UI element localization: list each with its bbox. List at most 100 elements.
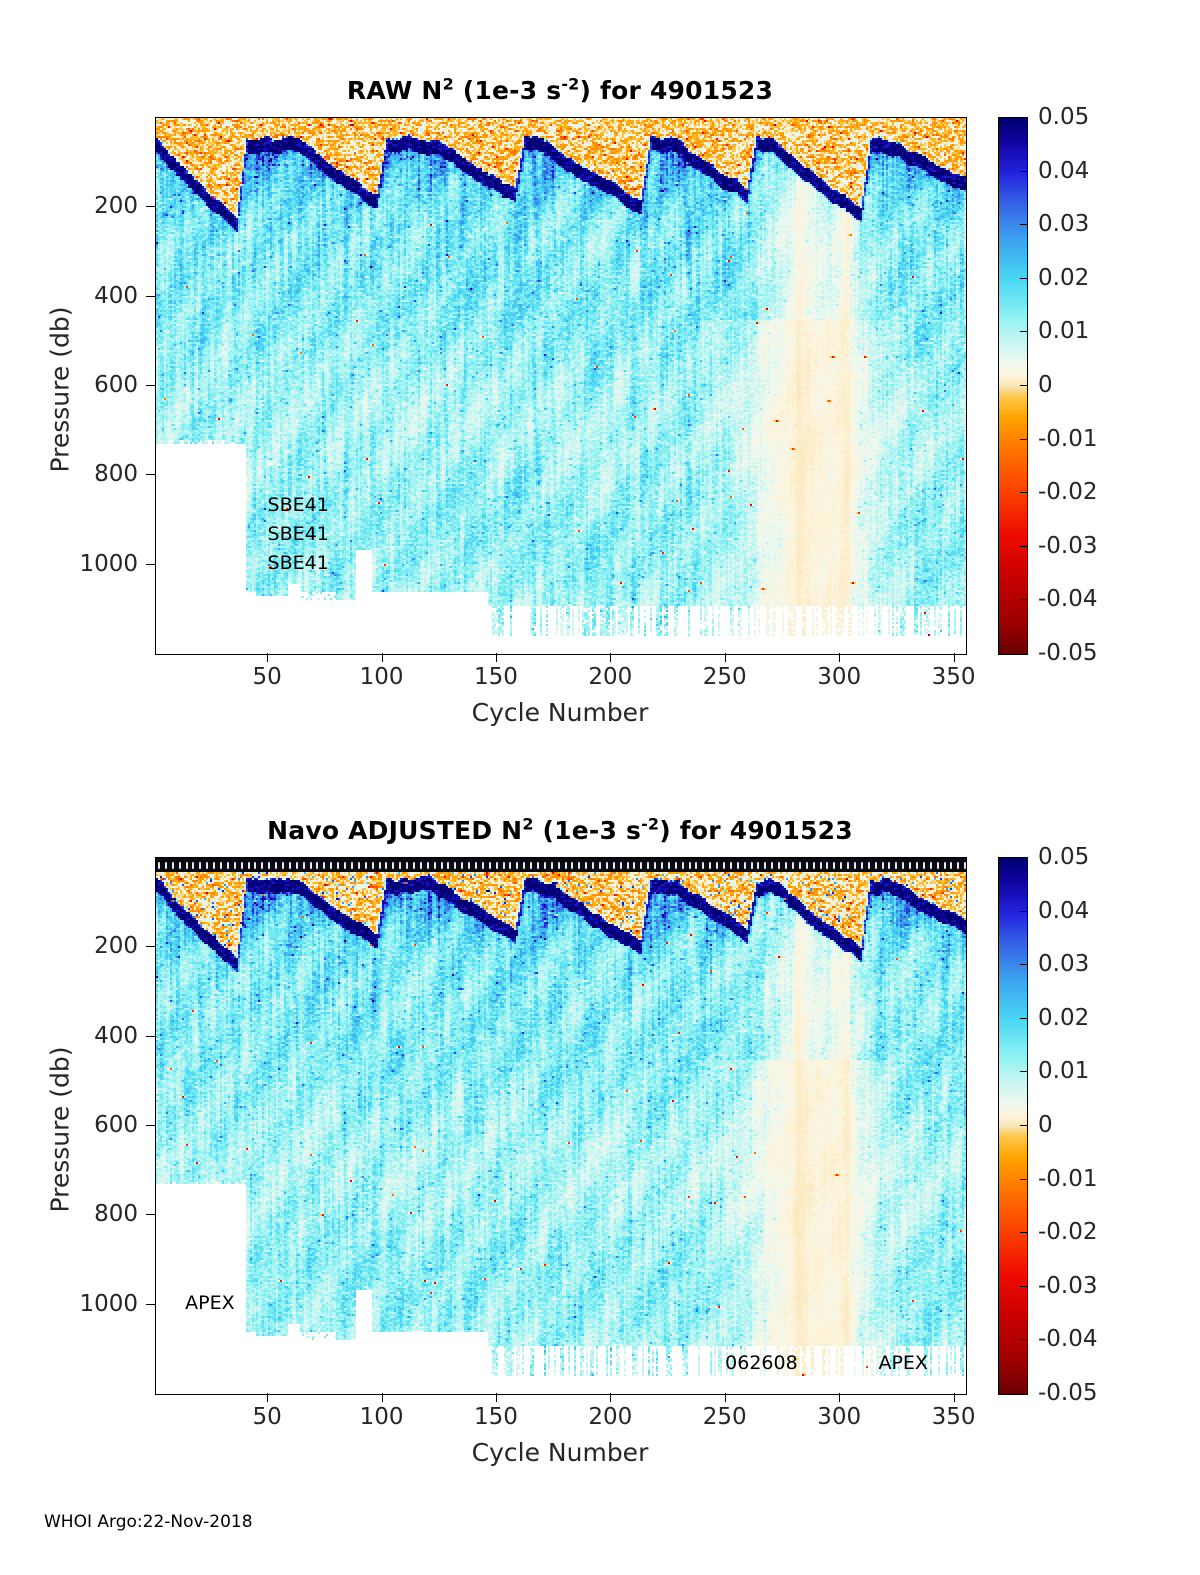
y-axis-label-raw: Pressure (db) [45,306,75,473]
colorbar-tick-mark [1020,385,1027,386]
colorbar-tick-label: -0.05 [1038,1380,1098,1406]
y-tick-label: 600 [94,372,138,398]
x-tick-label: 50 [252,664,282,690]
colorbar-tick-mark [1020,1178,1027,1180]
x-tick-label: 250 [702,664,747,690]
y-tick-label: 400 [94,282,138,309]
colorbar-tick-label: 0.02 [1038,1004,1090,1031]
x-tick-mark [381,1393,383,1402]
plot-annotation: SBE41 [267,493,329,516]
colorbar-adjusted [998,857,1028,1395]
x-tick-mark [495,1393,497,1402]
footer-credit: WHOI Argo:22-Nov-2018 [44,1512,253,1532]
y-tick-mark [146,1035,155,1037]
colorbar-tick-mark [1020,277,1027,279]
colorbar-tick-label: 0.02 [1038,264,1090,291]
colorbar-tick-label: -0.03 [1038,1272,1098,1299]
colorbar-tick-label: -0.04 [1038,1326,1098,1353]
x-tick-label: 200 [588,1404,633,1430]
heatmap-adjusted [156,858,966,1394]
y-tick-mark [146,563,155,565]
panel-raw-title: RAW N2 (1e-3 s-2) for 4901523 [346,74,774,105]
y-tick-label: 400 [94,1022,138,1049]
y-tick-label: 1000 [79,550,138,577]
y-tick-mark [146,385,155,386]
plot-annotation: SBE41 [267,522,329,545]
colorbar-tick-label: 0.03 [1038,951,1090,978]
colorbar-tick-mark [1020,1339,1027,1341]
x-tick-mark [953,653,955,662]
plot-annotation: 062608 [725,1351,798,1374]
colorbar-tick-mark [1020,492,1027,494]
x-tick-label: 50 [252,1404,282,1430]
panel-raw: RAW N2 (1e-3 s-2) for 4901523 200 400 600 8… [0,0,1200,760]
x-tick-mark [267,653,269,662]
colorbar-tick-mark [1020,1232,1027,1234]
colorbar-tick-mark [1020,964,1027,966]
plot-area-adjusted[interactable] [155,857,967,1395]
panel-adjusted: Navo ADJUSTED N2 (1e-3 s-2) for 4901523 … [0,740,1200,1540]
x-tick-mark [953,1393,955,1402]
colorbar-tick-mark [1020,910,1027,912]
x-tick-mark [610,653,612,662]
x-tick-label: 300 [817,664,862,690]
colorbar-tick-mark [1020,1125,1027,1126]
plot-annotation: SBE41 [267,551,329,574]
y-tick-mark [146,474,155,476]
x-tick-label: 300 [817,1404,862,1430]
x-tick-mark [610,1393,612,1402]
y-tick-label: 200 [94,933,138,960]
colorbar-tick-mark [1020,599,1027,601]
x-tick-label: 150 [473,664,518,690]
x-tick-label: 350 [931,664,976,690]
x-tick-mark [839,653,841,662]
colorbar-raw [998,117,1028,655]
y-axis-label-adjusted: Pressure (db) [45,1046,75,1213]
x-tick-mark [724,1393,726,1402]
x-tick-mark [381,653,383,662]
x-axis-label-adjusted: Cycle Number [471,1438,649,1467]
colorbar-tick-label: -0.03 [1038,532,1098,559]
y-tick-mark [146,1214,155,1216]
colorbar-tick-label: 0.01 [1038,318,1090,345]
y-tick-mark [146,946,155,948]
plot-annotation: APEX [185,1291,235,1314]
y-tick-mark [146,1125,155,1126]
colorbar-tick-label: 0.01 [1038,1058,1090,1085]
colorbar-tick-label: 0.04 [1038,897,1090,924]
x-tick-label: 100 [359,1404,404,1430]
colorbar-tick-label: 0 [1038,372,1053,398]
y-tick-mark [146,1303,155,1305]
colorbar-tick-mark [1020,1017,1027,1019]
x-tick-mark [724,653,726,662]
y-tick-label: 200 [94,193,138,220]
colorbar-tick-label: -0.05 [1038,640,1098,666]
x-tick-label: 100 [359,664,404,690]
x-tick-mark [495,653,497,662]
colorbar-tick-label: 0.05 [1038,844,1090,870]
x-tick-label: 250 [702,1404,747,1430]
colorbar-tick-mark [1020,438,1027,440]
colorbar-tick-label: -0.02 [1038,1219,1098,1246]
colorbar-tick-label: -0.01 [1038,1165,1098,1192]
colorbar-tick-mark [1020,545,1027,547]
colorbar-tick-label: -0.04 [1038,586,1098,613]
panel-adjusted-title: Navo ADJUSTED N2 (1e-3 s-2) for 4901523 [267,814,853,845]
x-axis-label-raw: Cycle Number [471,698,649,727]
x-tick-mark [267,1393,269,1402]
colorbar-tick-label: 0.05 [1038,104,1090,130]
heatmap-raw [156,118,966,654]
y-tick-mark [146,206,155,208]
colorbar-tick-label: -0.02 [1038,479,1098,506]
colorbar-tick-mark [1020,1071,1027,1073]
plot-annotation: APEX [878,1351,928,1374]
colorbar-tick-label: 0 [1038,1112,1053,1138]
colorbar-tick-mark [1020,1285,1027,1287]
colorbar-tick-mark [1020,331,1027,333]
y-tick-label: 800 [94,1201,138,1228]
plot-area-raw[interactable] [155,117,967,655]
colorbar-tick-mark [1020,224,1027,226]
y-tick-label: 600 [94,1112,138,1138]
x-tick-label: 200 [588,664,633,690]
